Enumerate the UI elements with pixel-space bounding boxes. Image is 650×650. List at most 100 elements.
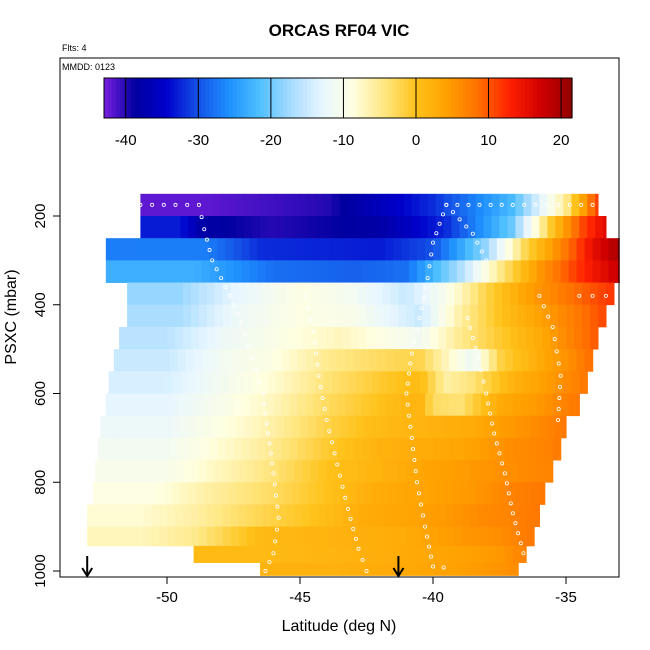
heatmap-cell [339, 562, 349, 576]
heatmap-cell [151, 526, 160, 547]
heatmap-cell [310, 526, 320, 547]
heatmap-cell [156, 193, 165, 217]
colorbar-cell [185, 78, 191, 118]
heatmap-cell [206, 326, 216, 350]
heatmap-cell [595, 193, 599, 217]
heatmap-cell [563, 193, 572, 217]
heatmap-cell [550, 282, 559, 306]
heatmap-cell [552, 349, 562, 372]
heatmap-cell [276, 216, 285, 239]
track-point [486, 401, 491, 406]
x-tick-label: -35 [555, 589, 577, 606]
heatmap-cell [127, 304, 136, 328]
track-point [268, 451, 273, 456]
heatmap-cell [244, 482, 253, 505]
heatmap-cell [206, 460, 216, 483]
heatmap-cell [390, 460, 400, 483]
colorbar-cell [501, 78, 507, 118]
colorbar-cell [146, 78, 152, 118]
track-point [364, 569, 369, 574]
heatmap-cell [300, 371, 309, 394]
heatmap-cell [414, 304, 423, 328]
track-point [408, 424, 413, 429]
heatmap-cell [480, 238, 490, 261]
heatmap-cell [369, 545, 378, 563]
heatmap-cell [526, 282, 535, 306]
track-point [210, 258, 215, 263]
heatmap-cell [167, 460, 176, 483]
heatmap-cell [313, 238, 322, 261]
heatmap-cell [297, 349, 306, 372]
track-point [412, 339, 417, 344]
heatmap-cell [409, 238, 418, 261]
heatmap-cell [520, 238, 530, 261]
heatmap-cell [472, 349, 482, 372]
heatmap-cell [411, 193, 421, 217]
colorbar-cell [248, 78, 253, 118]
heatmap-cell [209, 260, 219, 283]
heatmap-cell [472, 393, 482, 417]
track-point [513, 521, 518, 526]
heatmap-cell [289, 437, 298, 461]
heatmap-cell [379, 415, 389, 439]
heatmap-cell [326, 504, 336, 528]
track-point [246, 344, 251, 349]
heatmap-cell [600, 238, 610, 261]
track-point [504, 481, 509, 486]
heatmap-cell [589, 282, 599, 306]
heatmap-cell [148, 415, 157, 439]
heatmap-cell [486, 282, 495, 306]
heatmap-cell [560, 260, 570, 283]
heatmap-cell [206, 504, 216, 528]
heatmap-cell [276, 371, 285, 394]
colorbar-tick-label: -30 [187, 132, 209, 149]
heatmap-cell [105, 393, 115, 417]
heatmap-cell [305, 238, 314, 261]
colorbar-cell [334, 78, 339, 118]
heatmap-cell [174, 304, 184, 328]
heatmap-cell [103, 526, 112, 547]
heatmap-cell [361, 393, 370, 417]
heatmap-cell [284, 216, 293, 239]
colorbar-cell [174, 78, 179, 118]
heatmap-cell [159, 526, 168, 547]
heatmap-cell [241, 238, 251, 261]
heatmap-cell [268, 482, 277, 505]
colorbar-cell [525, 78, 530, 118]
heatmap-cell [350, 304, 360, 328]
colorbar-cell [462, 78, 468, 118]
colorbar-cell [377, 78, 382, 118]
heatmap-cell [507, 415, 517, 439]
heatmap-cell [536, 393, 546, 417]
heatmap-cell [387, 415, 397, 439]
heatmap-cell [440, 437, 450, 461]
heatmap-cell [390, 504, 400, 528]
heatmap-cell [345, 349, 354, 372]
track-point [263, 569, 268, 574]
track-point [473, 346, 478, 351]
heatmap-cell [425, 349, 434, 372]
colorbar-cell [107, 78, 113, 118]
heatmap-cell [233, 238, 243, 261]
heatmap-cell [454, 304, 463, 328]
heatmap-cell [371, 371, 381, 394]
track-point [407, 413, 412, 418]
track-point [546, 314, 551, 319]
heatmap-cell [387, 562, 397, 576]
heatmap-cell [318, 460, 328, 483]
heatmap-cell [233, 260, 243, 283]
heatmap-cell [286, 326, 296, 350]
heatmap-cell [206, 304, 216, 328]
heatmap-cell [480, 393, 490, 417]
heatmap-cell [563, 371, 572, 394]
heatmap-cell [502, 504, 511, 528]
colorbar-cell [189, 78, 195, 118]
heatmap-cell [209, 545, 219, 563]
colorbar-cell [536, 78, 542, 118]
heatmap-cell [273, 238, 282, 261]
heatmap-cell [137, 238, 147, 261]
heatmap-cell [241, 349, 251, 372]
heatmap-cell [233, 349, 243, 372]
heatmap-cell [345, 238, 354, 261]
heatmap-cell [315, 371, 325, 394]
